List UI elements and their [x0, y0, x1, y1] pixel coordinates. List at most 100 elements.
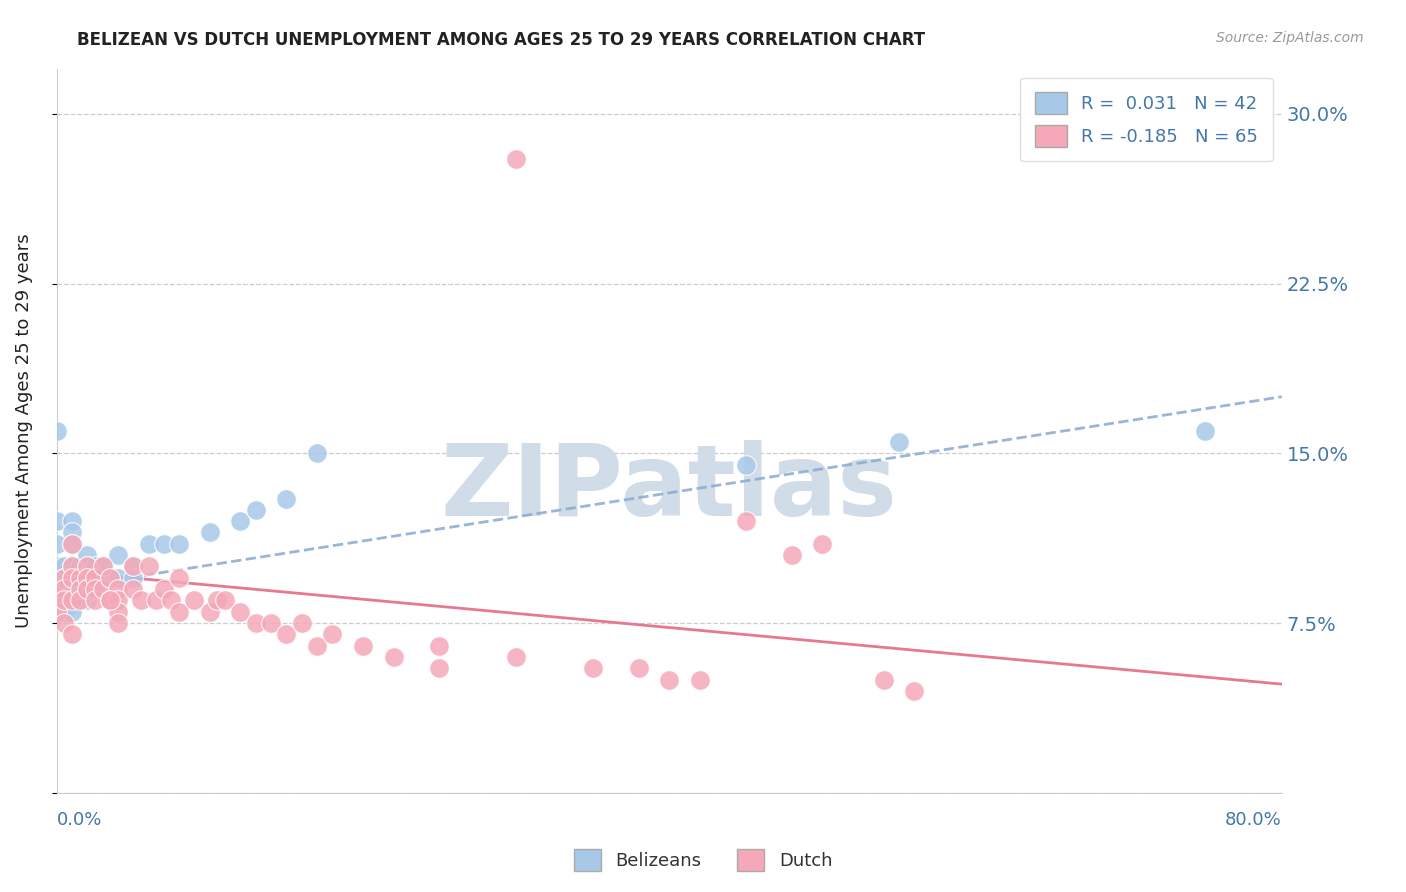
Point [352, 639, 374, 653]
Point [145, 593, 167, 607]
Point [60, 537, 83, 551]
Legend: R =  0.031   N = 42, R = -0.185   N = 65: R = 0.031 N = 42, R = -0.185 N = 65 [1021, 78, 1272, 161]
Point [207, 593, 229, 607]
Point [107, 605, 129, 619]
Point [138, 559, 160, 574]
Text: Source: ZipAtlas.com: Source: ZipAtlas.com [1216, 31, 1364, 45]
Point [138, 537, 160, 551]
Point [160, 593, 183, 607]
Point [245, 615, 267, 630]
Y-axis label: Unemployment Among Ages 25 to 29 years: Unemployment Among Ages 25 to 29 years [15, 234, 32, 628]
Point [60, 582, 83, 596]
Point [122, 582, 145, 596]
Point [305, 446, 328, 460]
Point [91, 582, 114, 596]
Point [45, 537, 67, 551]
Text: 0.0%: 0.0% [56, 811, 103, 829]
Point [734, 458, 756, 472]
Point [69, 571, 91, 585]
Point [198, 525, 221, 540]
Point [167, 571, 190, 585]
Point [107, 593, 129, 607]
Point [887, 434, 910, 449]
Point [780, 548, 803, 562]
Point [45, 582, 67, 596]
Text: ZIPatlas: ZIPatlas [441, 440, 897, 537]
Point [229, 605, 252, 619]
Text: BELIZEAN VS DUTCH UNEMPLOYMENT AMONG AGES 25 TO 29 YEARS CORRELATION CHART: BELIZEAN VS DUTCH UNEMPLOYMENT AMONG AGE… [77, 31, 925, 49]
Point [183, 593, 205, 607]
Point [69, 582, 91, 596]
Point [903, 684, 925, 698]
Point [811, 537, 834, 551]
Point [98, 593, 121, 607]
Point [91, 559, 114, 574]
Point [69, 571, 91, 585]
Point [734, 514, 756, 528]
Point [83, 571, 105, 585]
Point [45, 605, 67, 619]
Point [107, 571, 129, 585]
Point [107, 548, 129, 562]
Point [83, 582, 105, 596]
Point [76, 548, 98, 562]
Legend: Belizeans, Dutch: Belizeans, Dutch [567, 842, 839, 879]
Point [53, 559, 76, 574]
Text: 80.0%: 80.0% [1225, 811, 1282, 829]
Point [60, 559, 83, 574]
Point [153, 537, 176, 551]
Point [60, 605, 83, 619]
Point [83, 559, 105, 574]
Point [45, 559, 67, 574]
Point [291, 615, 314, 630]
Point [83, 593, 105, 607]
Point [69, 593, 91, 607]
Point [60, 593, 83, 607]
Point [45, 593, 67, 607]
Point [60, 537, 83, 551]
Point [153, 582, 176, 596]
Point [429, 661, 451, 675]
Point [60, 627, 83, 641]
Point [505, 650, 527, 665]
Point [53, 582, 76, 596]
Point [76, 582, 98, 596]
Point [260, 615, 283, 630]
Point [245, 503, 267, 517]
Point [229, 514, 252, 528]
Point [76, 559, 98, 574]
Point [107, 615, 129, 630]
Point [689, 673, 711, 687]
Point [76, 559, 98, 574]
Point [122, 571, 145, 585]
Point [276, 491, 298, 506]
Point [658, 673, 681, 687]
Point [91, 559, 114, 574]
Point [305, 639, 328, 653]
Point [214, 593, 236, 607]
Point [382, 650, 405, 665]
Point [45, 582, 67, 596]
Point [129, 593, 152, 607]
Point [76, 571, 98, 585]
Point [107, 582, 129, 596]
Point [627, 661, 650, 675]
Point [60, 525, 83, 540]
Point [429, 639, 451, 653]
Point [122, 559, 145, 574]
Point [45, 424, 67, 438]
Point [69, 559, 91, 574]
Point [60, 514, 83, 528]
Point [122, 559, 145, 574]
Point [76, 593, 98, 607]
Point [167, 537, 190, 551]
Point [53, 593, 76, 607]
Point [83, 571, 105, 585]
Point [505, 152, 527, 166]
Point [53, 571, 76, 585]
Point [53, 605, 76, 619]
Point [98, 571, 121, 585]
Point [53, 571, 76, 585]
Point [76, 571, 98, 585]
Point [872, 673, 894, 687]
